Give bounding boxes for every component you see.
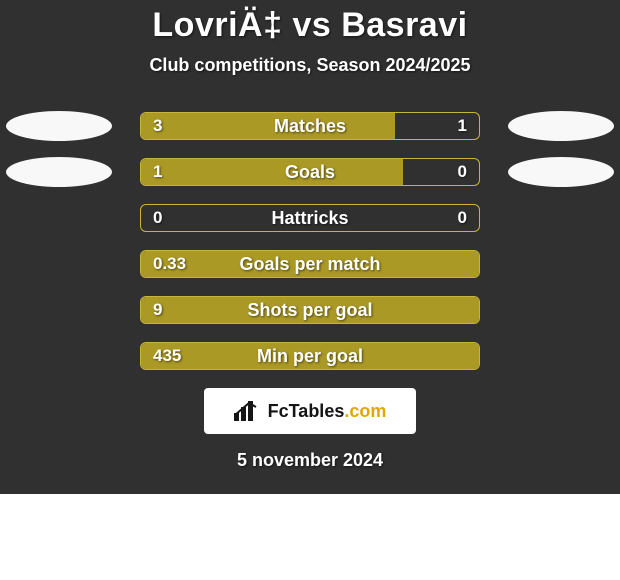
player-left-avatar [6, 157, 112, 187]
stat-label: Hattricks [141, 205, 479, 231]
brand-prefix: FcTables [268, 401, 345, 421]
stat-bar: 1Goals0 [140, 158, 480, 186]
player-left-slot [0, 342, 140, 370]
stat-row: 3Matches1 [0, 112, 620, 140]
player-left-avatar [6, 111, 112, 141]
player-right-avatar [508, 157, 614, 187]
stat-row: 435Min per goal [0, 342, 620, 370]
stat-bar: 435Min per goal [140, 342, 480, 370]
stats-rows: 3Matches11Goals00Hattricks00.33Goals per… [0, 112, 620, 370]
stat-label: Matches [141, 113, 479, 139]
stat-value-right: 1 [446, 113, 479, 139]
player-right-slot [480, 158, 620, 186]
player-left-slot [0, 204, 140, 232]
stat-row: 9Shots per goal [0, 296, 620, 324]
player-left-slot [0, 112, 140, 140]
stat-label: Shots per goal [141, 297, 479, 323]
stat-bar: 0.33Goals per match [140, 250, 480, 278]
player-right-slot [480, 250, 620, 278]
stat-row: 0.33Goals per match [0, 250, 620, 278]
bar-chart-icon [234, 401, 260, 421]
page-title: LovriÄ‡ vs Basravi [0, 0, 620, 45]
player-right-slot [480, 204, 620, 232]
stat-row: 1Goals0 [0, 158, 620, 186]
footer-date: 5 november 2024 [0, 450, 620, 471]
stat-row: 0Hattricks0 [0, 204, 620, 232]
player-right-slot [480, 296, 620, 324]
stat-label: Min per goal [141, 343, 479, 369]
stat-value-right: 0 [446, 159, 479, 185]
player-left-slot [0, 158, 140, 186]
player-right-slot [480, 112, 620, 140]
stat-bar: 0Hattricks0 [140, 204, 480, 232]
player-left-slot [0, 296, 140, 324]
stat-value-right: 0 [446, 205, 479, 231]
stat-bar: 9Shots per goal [140, 296, 480, 324]
brand-badge[interactable]: FcTables.com [204, 388, 416, 434]
player-right-avatar [508, 111, 614, 141]
player-left-slot [0, 250, 140, 278]
stat-bar: 3Matches1 [140, 112, 480, 140]
brand-suffix: .com [344, 401, 386, 421]
player-right-slot [480, 342, 620, 370]
page-subtitle: Club competitions, Season 2024/2025 [0, 55, 620, 76]
comparison-panel: LovriÄ‡ vs Basravi Club competitions, Se… [0, 0, 620, 494]
stat-label: Goals [141, 159, 479, 185]
stat-label: Goals per match [141, 251, 479, 277]
brand-text: FcTables.com [268, 401, 387, 422]
